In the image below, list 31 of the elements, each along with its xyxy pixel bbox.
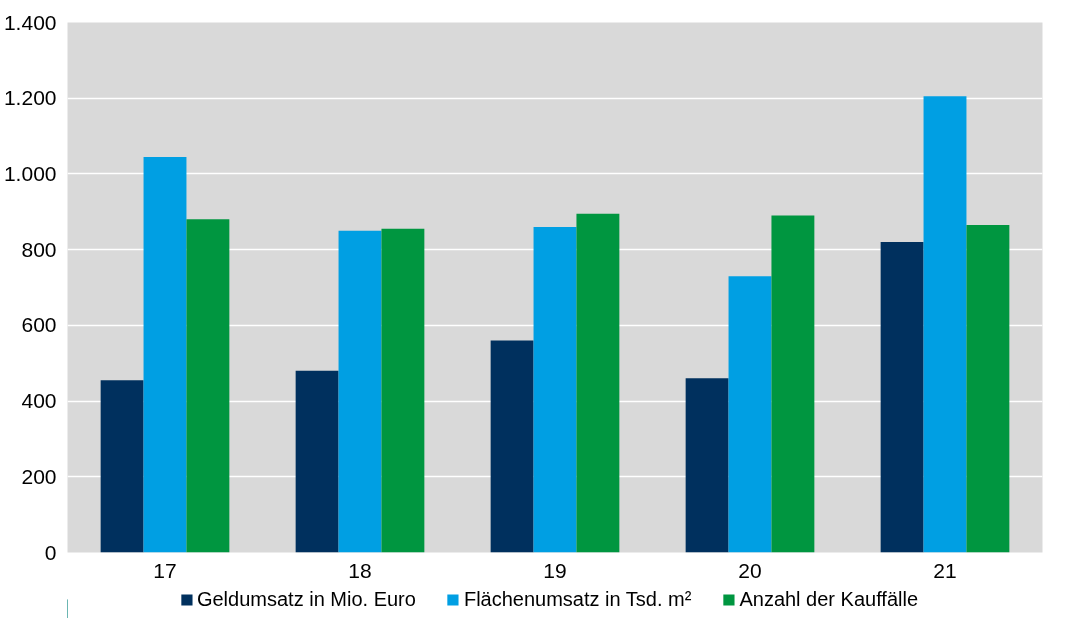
y-tick-label: 400 [21,389,57,413]
bar [966,225,1010,553]
x-tick-label: 19 [543,558,567,582]
y-tick-label: 1.000 [3,161,57,185]
bar [338,230,382,553]
y-tick-label: 1.400 [3,10,57,34]
bar [771,215,815,553]
bar [576,213,620,553]
bar [100,380,144,553]
bar [923,96,967,553]
legend-label: Anzahl der Kauffälle [739,587,919,611]
x-tick-label: 17 [153,558,177,582]
bar [685,378,729,553]
y-tick-label: 200 [21,464,57,488]
bar [490,340,534,553]
y-tick-label: 600 [21,313,57,337]
y-tick-label: 800 [21,237,57,261]
x-tick-label: 20 [738,558,762,582]
bar [728,276,772,553]
y-tick-label: 0 [44,540,57,564]
legend-label: Flächenumsatz in Tsd. m² [463,587,692,611]
legend-label: Geldumsatz in Mio. Euro [196,587,416,611]
bar [533,226,577,553]
x-tick-label: 21 [933,558,957,582]
bar [295,370,339,553]
bar [880,242,924,553]
y-tick-label: 1.200 [3,86,57,110]
bar [381,228,425,553]
bar [186,219,230,553]
bar [143,156,187,553]
x-tick-label: 18 [348,558,372,582]
